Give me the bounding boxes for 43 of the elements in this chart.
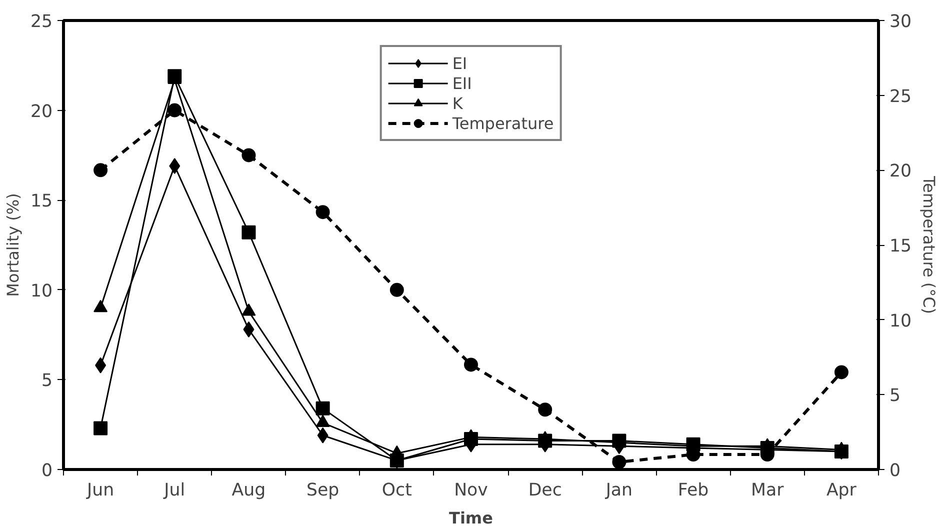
point <box>834 365 848 380</box>
y2-axis-title: Temperature (°C) <box>920 174 939 314</box>
x-tick-label: Nov <box>454 480 488 500</box>
y-axis-title: Mortality (%) <box>3 193 22 297</box>
y2-tick-label: 25 <box>890 86 912 107</box>
legend-label: K <box>452 94 464 112</box>
y-tick-label: 10 <box>30 281 53 302</box>
y-tick-label: 20 <box>30 102 53 122</box>
point <box>538 402 552 417</box>
point <box>612 455 626 470</box>
legend-label: EII <box>452 74 472 92</box>
point <box>316 401 330 416</box>
y2-tick-label: 5 <box>890 386 901 406</box>
legend-label: EI <box>452 54 468 72</box>
point <box>168 103 182 118</box>
y2-tick-label: 20 <box>890 162 912 182</box>
y2-tick-label: 15 <box>890 236 912 256</box>
y2-tick-label: 30 <box>890 12 912 32</box>
point <box>242 225 256 240</box>
point <box>242 148 256 162</box>
x-tick-label: Feb <box>678 480 709 500</box>
x-tick-label: Jan <box>604 480 633 500</box>
point <box>94 163 108 178</box>
point <box>316 205 330 220</box>
y-tick-label: 5 <box>41 371 53 392</box>
x-tick-label: Mar <box>751 480 785 500</box>
x-tick-label: Sep <box>306 480 340 500</box>
x-tick-label: Oct <box>382 480 412 500</box>
x-tick-label: Jun <box>86 480 114 500</box>
point <box>464 358 478 372</box>
x-tick-label: Apr <box>826 480 858 500</box>
point <box>390 282 404 297</box>
y-tick-label: 15 <box>30 192 53 212</box>
x-tick-label: Dec <box>528 480 562 500</box>
y2-tick-label: 0 <box>890 461 901 481</box>
x-axis-title: Time <box>449 508 494 528</box>
x-tick-label: Jul <box>163 480 186 500</box>
y-tick-label: 0 <box>41 461 53 481</box>
y-tick-label: 25 <box>30 12 53 32</box>
y2-tick-label: 10 <box>890 311 912 332</box>
x-tick-label: Aug <box>232 480 266 500</box>
legend-label: Temperature <box>452 114 554 132</box>
point <box>94 421 108 436</box>
